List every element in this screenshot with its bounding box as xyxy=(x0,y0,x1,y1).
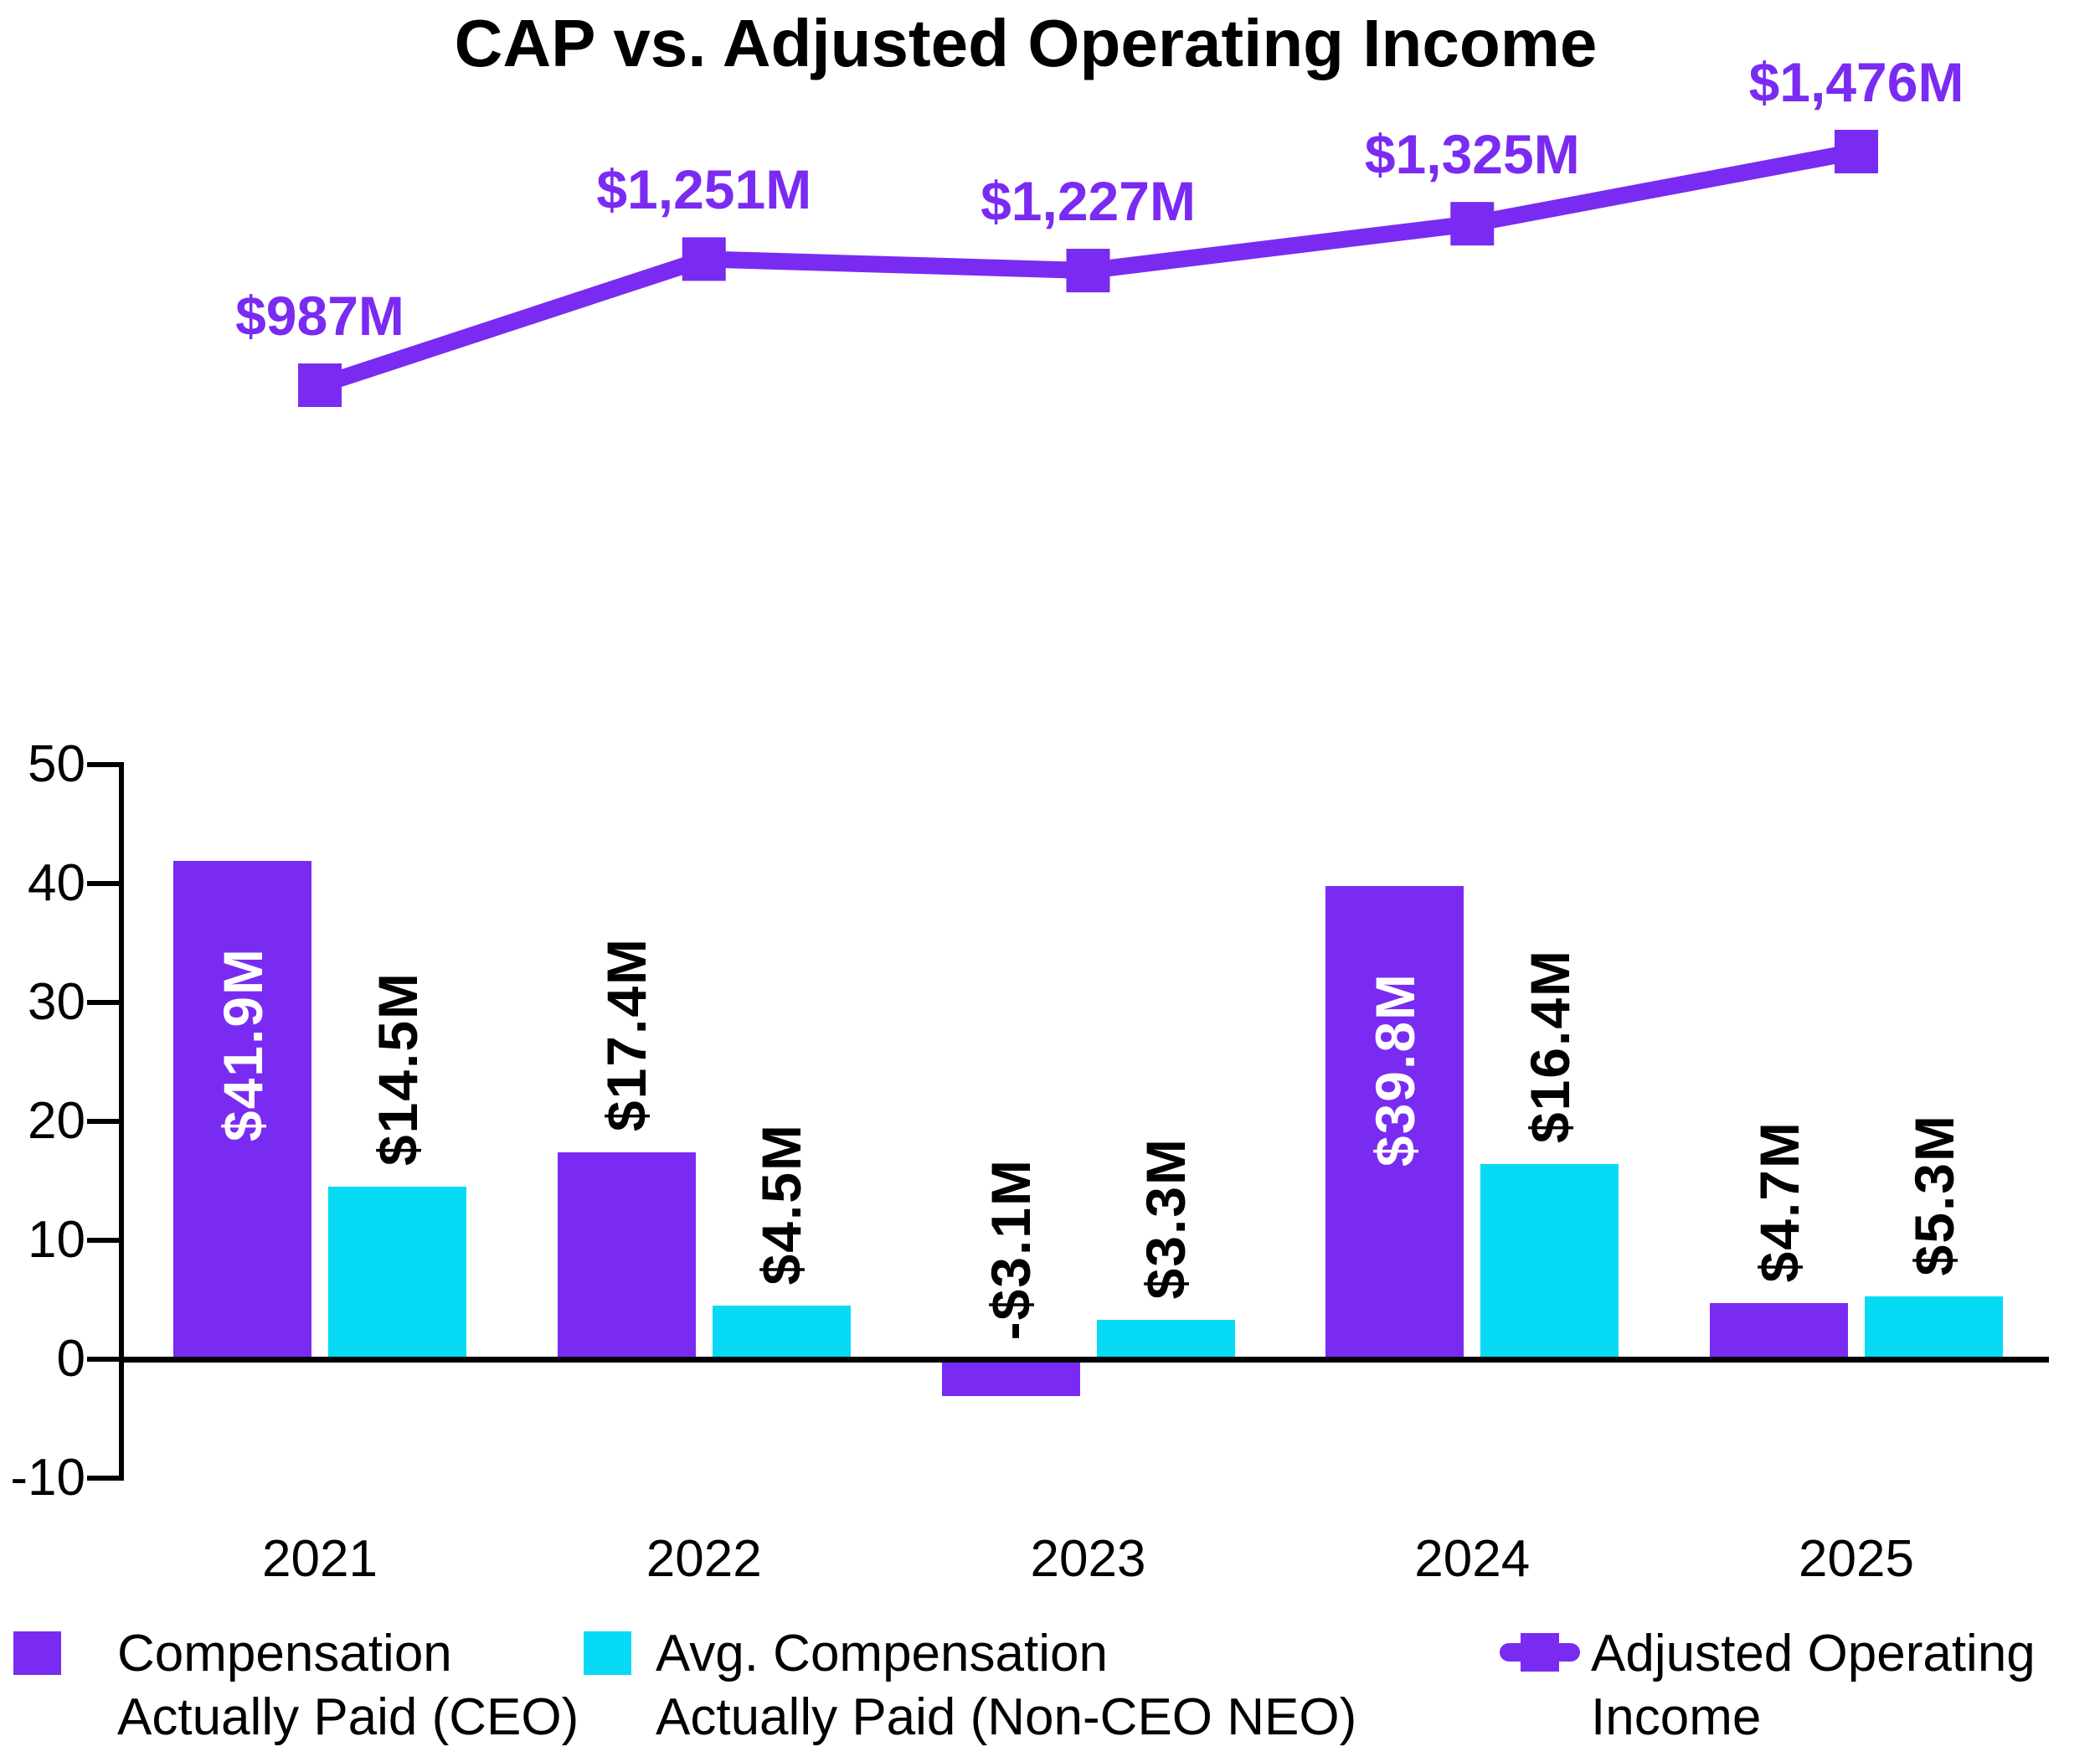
y-axis-tick xyxy=(87,1238,119,1243)
line-marker-2022 xyxy=(682,237,726,281)
bar-neo-2025 xyxy=(1865,1296,2003,1359)
adjusted-operating-income-line xyxy=(298,130,1878,407)
x-axis-label-2025: 2025 xyxy=(1799,1530,1914,1588)
x-axis-label-2021: 2021 xyxy=(262,1530,378,1588)
line-marker-2024 xyxy=(1450,202,1495,246)
legend-label-line: Avg. Compensation xyxy=(656,1625,1108,1682)
y-axis-tick xyxy=(87,1000,119,1005)
chart-title: CAP vs. Adjusted Operating Income xyxy=(454,6,1598,80)
bar-value-label: $14.5M xyxy=(366,971,429,1167)
line-value-label: $1,325M xyxy=(1364,123,1580,186)
legend-label-adj-op-income: Adjusted Operating Income xyxy=(1591,1622,2036,1749)
line-marker-2023 xyxy=(1066,249,1110,293)
y-axis-tick-label: 50 xyxy=(28,735,85,793)
bar-value-label: $4.5M xyxy=(750,1123,813,1286)
legend-label-line: Compensation xyxy=(117,1625,452,1682)
bar-ceo-2024 xyxy=(1325,885,1464,1359)
bar-neo-2023 xyxy=(1096,1320,1235,1359)
legend-label-line: Actually Paid (Non-CEO NEO) xyxy=(656,1688,1357,1746)
legend-label-cap-ceo: Compensation Actually Paid (CEO) xyxy=(117,1622,579,1749)
bar-value-label: $16.4M xyxy=(1518,949,1581,1144)
legend-swatch-cap-ceo xyxy=(13,1631,61,1675)
x-axis-label-2024: 2024 xyxy=(1414,1530,1531,1588)
legend-swatch-cap-neo xyxy=(584,1631,631,1675)
bar-value-label: $4.7M xyxy=(1747,1121,1810,1283)
x-axis-label-2022: 2022 xyxy=(646,1530,762,1588)
line-marker-2025 xyxy=(1835,130,1878,173)
bar-value-label: $39.8M xyxy=(1363,971,1426,1167)
y-axis-tick-label: 40 xyxy=(28,854,85,912)
x-axis-line xyxy=(124,1357,2049,1363)
bar-ceo-2023 xyxy=(941,1359,1080,1397)
bar-neo-2024 xyxy=(1480,1164,1619,1359)
y-axis-tick-label: 20 xyxy=(28,1092,85,1150)
y-axis-tick-label: 0 xyxy=(56,1330,85,1388)
legend-square-marker-icon xyxy=(1521,1633,1559,1672)
bar-value-label: -$3.1M xyxy=(980,1158,1042,1341)
line-marker-2021 xyxy=(298,363,342,407)
y-axis-tick xyxy=(87,1357,119,1362)
y-axis-tick xyxy=(87,1119,119,1124)
line-value-label: $1,476M xyxy=(1748,51,1964,113)
line-value-label: $987M xyxy=(235,285,404,347)
y-axis-tick-label: 30 xyxy=(28,973,85,1031)
line-value-label: $1,251M xyxy=(596,158,812,221)
y-axis-line xyxy=(119,762,124,1481)
bar-neo-2021 xyxy=(328,1187,466,1359)
bar-value-label: $41.9M xyxy=(211,947,274,1142)
y-axis-tick xyxy=(87,1476,119,1481)
bar-value-label: $17.4M xyxy=(595,936,658,1132)
y-axis-tick xyxy=(87,762,119,767)
bar-value-label: $3.3M xyxy=(1135,1137,1197,1300)
bar-ceo-2022 xyxy=(557,1152,696,1359)
legend-label-line: Adjusted Operating xyxy=(1591,1625,2036,1682)
bar-ceo-2025 xyxy=(1710,1303,1848,1359)
legend-label-line: Income xyxy=(1591,1688,1762,1746)
y-axis-tick-label: -10 xyxy=(10,1449,85,1507)
bar-ceo-2021 xyxy=(173,861,311,1359)
y-axis-tick xyxy=(87,881,119,886)
x-axis-label-2023: 2023 xyxy=(1030,1530,1146,1588)
legend-label-line: Actually Paid (CEO) xyxy=(117,1688,579,1746)
bar-neo-2022 xyxy=(712,1306,851,1359)
legend-label-cap-neo: Avg. Compensation Actually Paid (Non-CEO… xyxy=(656,1622,1356,1749)
bar-value-label: $5.3M xyxy=(1902,1113,1965,1276)
y-axis-tick-label: 10 xyxy=(28,1211,85,1269)
line-value-label: $1,227M xyxy=(981,170,1196,233)
